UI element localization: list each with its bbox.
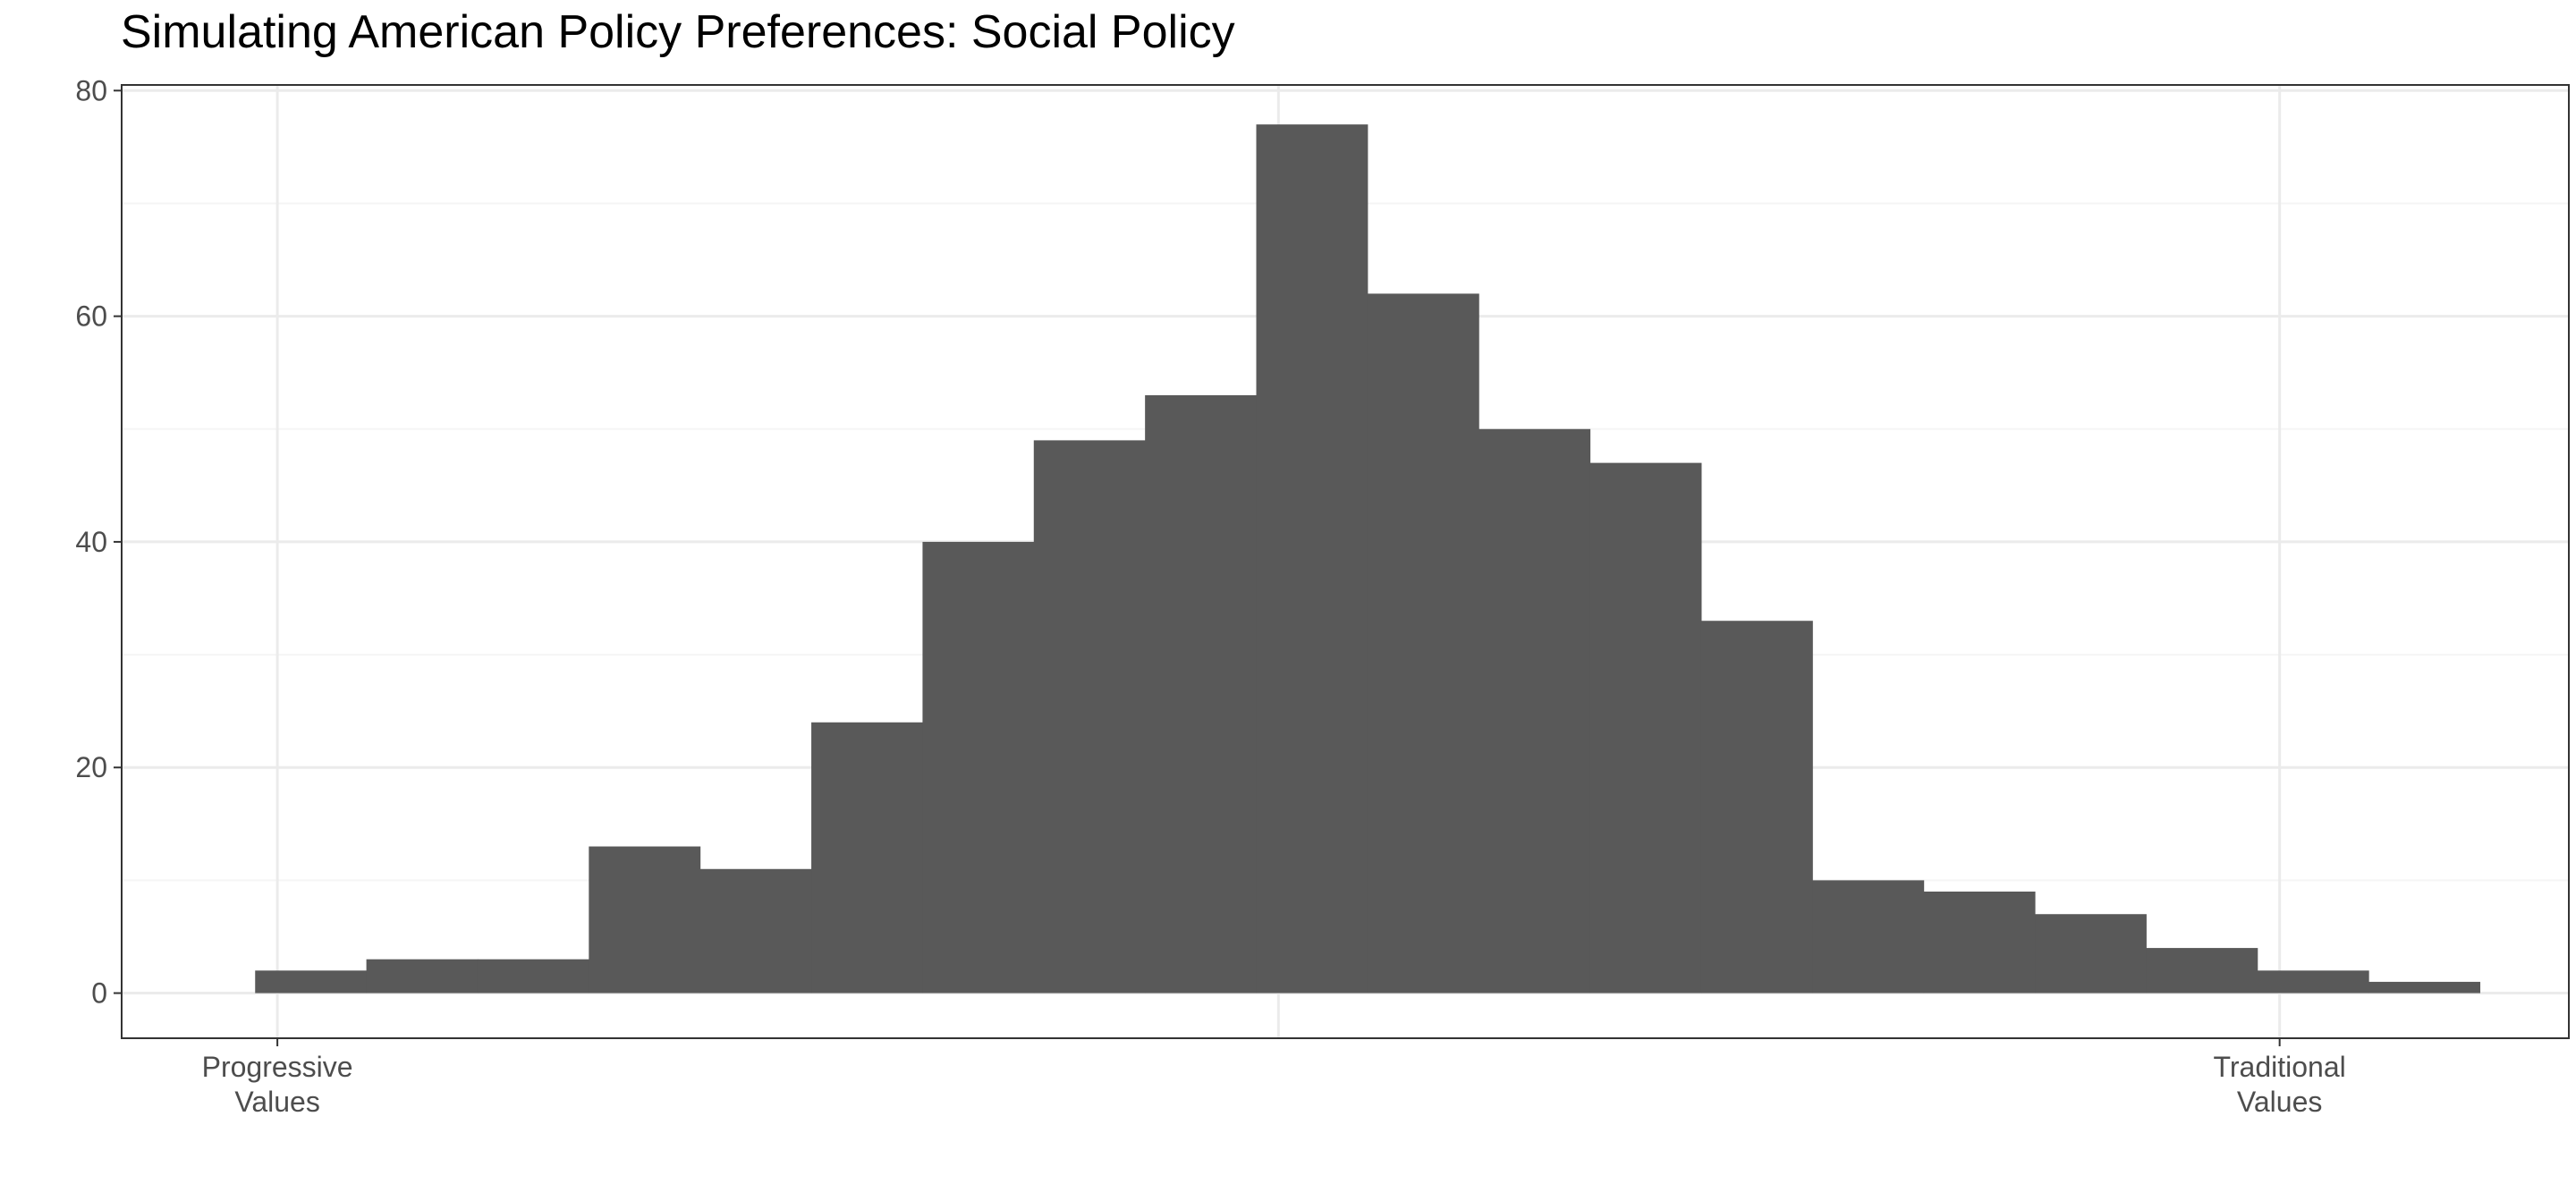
chart-title: Simulating American Policy Preferences: … — [121, 6, 1235, 58]
histogram-bar — [2257, 970, 2369, 994]
histogram-bar — [1589, 462, 1702, 994]
y-tick-label: 40 — [75, 526, 107, 558]
axis-layer: 020406080ProgressiveValuesTraditionalVal… — [75, 74, 2345, 1118]
bars-layer — [255, 124, 2481, 994]
histogram-bar — [1812, 880, 1925, 994]
histogram-bar — [699, 868, 812, 994]
histogram-bar — [255, 970, 368, 994]
histogram-bar — [1256, 124, 1368, 994]
histogram-bar — [1145, 394, 1258, 994]
y-tick-label: 80 — [75, 74, 107, 106]
x-tick-label: Values — [234, 1086, 319, 1118]
histogram-bar — [589, 846, 701, 994]
histogram-bar — [2368, 981, 2481, 994]
histogram-bar — [366, 959, 479, 994]
y-tick-label: 20 — [75, 751, 107, 783]
histogram-bar — [1700, 621, 1813, 994]
histogram-bar — [1923, 892, 2036, 994]
x-tick-label: Progressive — [202, 1051, 353, 1083]
histogram-bar — [477, 959, 589, 994]
x-tick-label: Traditional — [2214, 1051, 2346, 1083]
histogram-bar — [922, 541, 1035, 994]
histogram-bar — [2035, 914, 2147, 994]
panel-border — [121, 84, 2570, 1039]
x-tick-label: Values — [2237, 1086, 2322, 1118]
histogram-bar — [1367, 293, 1479, 994]
histogram-bar — [1479, 428, 1591, 994]
histogram-bar — [811, 722, 923, 994]
y-tick-label: 0 — [91, 977, 107, 1010]
y-tick-label: 60 — [75, 300, 107, 333]
histogram-bar — [2146, 948, 2258, 994]
histogram-bar — [1033, 440, 1146, 994]
